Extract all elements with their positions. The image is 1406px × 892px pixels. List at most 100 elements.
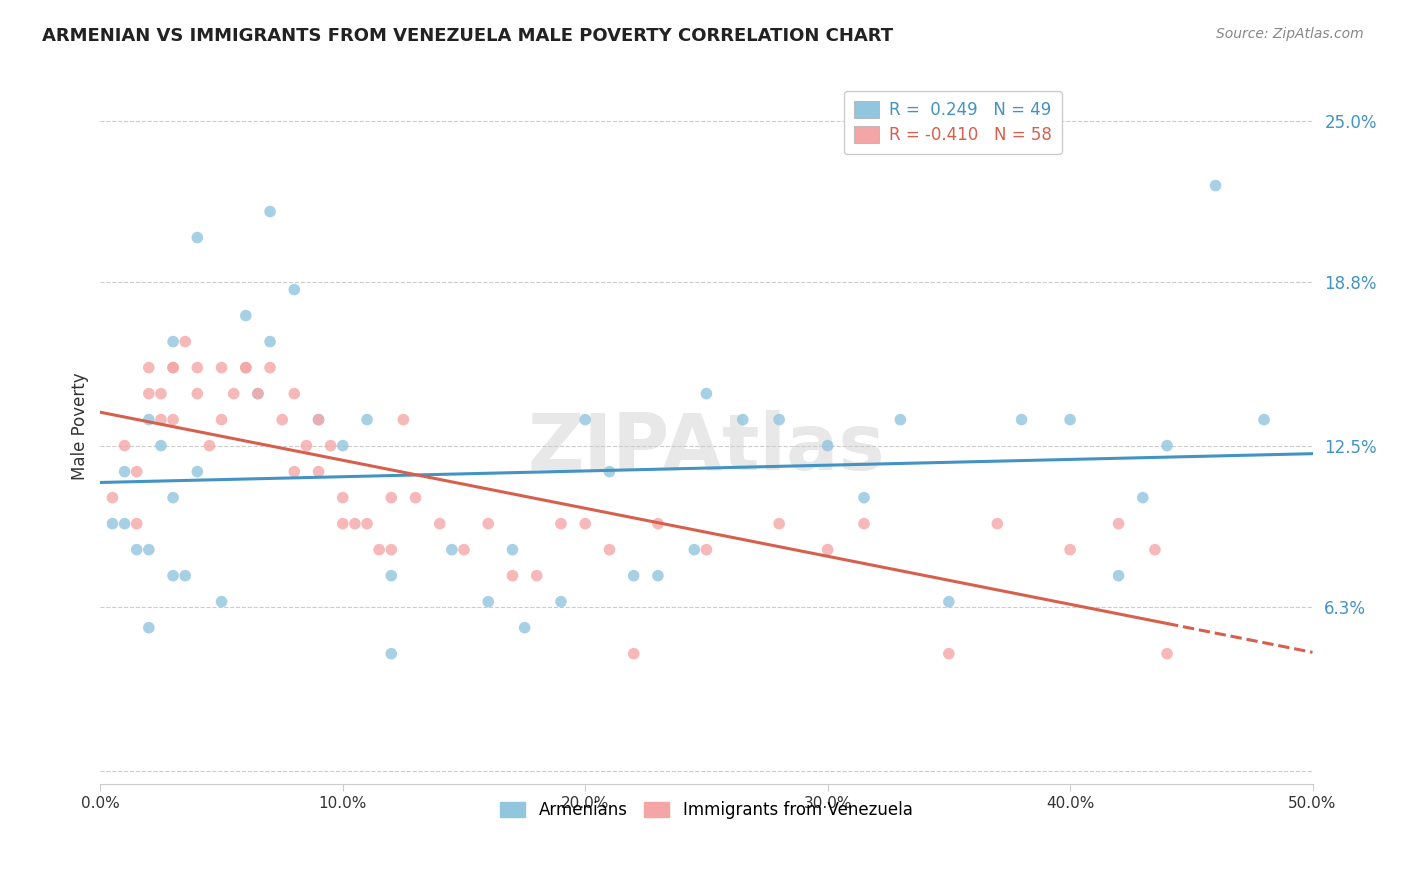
Point xyxy=(938,647,960,661)
Point xyxy=(138,360,160,375)
Point xyxy=(259,334,281,349)
Point xyxy=(186,360,208,375)
Point xyxy=(332,439,354,453)
Text: ARMENIAN VS IMMIGRANTS FROM VENEZUELA MALE POVERTY CORRELATION CHART: ARMENIAN VS IMMIGRANTS FROM VENEZUELA MA… xyxy=(42,27,893,45)
Point xyxy=(138,621,160,635)
Point xyxy=(114,516,136,531)
Point xyxy=(235,360,257,375)
Point xyxy=(125,542,148,557)
Point xyxy=(574,412,596,426)
Point xyxy=(392,412,415,426)
Point xyxy=(162,491,184,505)
Point xyxy=(343,516,366,531)
Point xyxy=(114,439,136,453)
Point xyxy=(308,465,330,479)
Point xyxy=(138,542,160,557)
Point xyxy=(235,360,257,375)
Point xyxy=(683,542,706,557)
Point xyxy=(356,516,378,531)
Point xyxy=(1143,542,1166,557)
Point xyxy=(526,568,548,582)
Point xyxy=(332,491,354,505)
Point xyxy=(1132,491,1154,505)
Point xyxy=(186,386,208,401)
Point xyxy=(513,621,536,635)
Point xyxy=(501,542,523,557)
Point xyxy=(246,386,269,401)
Point xyxy=(101,516,124,531)
Y-axis label: Male Poverty: Male Poverty xyxy=(72,372,89,480)
Point xyxy=(1108,516,1130,531)
Point xyxy=(453,542,475,557)
Point xyxy=(501,568,523,582)
Point xyxy=(1253,412,1275,426)
Point xyxy=(138,412,160,426)
Point xyxy=(101,491,124,505)
Point xyxy=(114,465,136,479)
Point xyxy=(125,465,148,479)
Point xyxy=(817,542,839,557)
Point xyxy=(695,542,717,557)
Point xyxy=(149,386,172,401)
Point xyxy=(356,412,378,426)
Point xyxy=(380,542,402,557)
Point xyxy=(174,334,197,349)
Point xyxy=(550,595,572,609)
Point xyxy=(162,568,184,582)
Point xyxy=(598,465,620,479)
Point xyxy=(440,542,463,557)
Point xyxy=(477,516,499,531)
Point xyxy=(211,595,233,609)
Point xyxy=(332,516,354,531)
Legend: Armenians, Immigrants from Venezuela: Armenians, Immigrants from Venezuela xyxy=(494,794,920,825)
Point xyxy=(149,412,172,426)
Point xyxy=(1011,412,1033,426)
Point xyxy=(162,412,184,426)
Point xyxy=(283,283,305,297)
Point xyxy=(598,542,620,557)
Point xyxy=(695,386,717,401)
Point xyxy=(186,465,208,479)
Point xyxy=(1059,542,1081,557)
Point xyxy=(405,491,427,505)
Point xyxy=(319,439,342,453)
Text: Source: ZipAtlas.com: Source: ZipAtlas.com xyxy=(1216,27,1364,41)
Point xyxy=(222,386,245,401)
Point xyxy=(853,516,876,531)
Point xyxy=(731,412,754,426)
Point xyxy=(429,516,451,531)
Point xyxy=(211,360,233,375)
Point xyxy=(271,412,294,426)
Point xyxy=(162,360,184,375)
Point xyxy=(986,516,1008,531)
Point xyxy=(647,568,669,582)
Text: ZIPAtlas: ZIPAtlas xyxy=(527,409,886,485)
Point xyxy=(162,360,184,375)
Point xyxy=(368,542,391,557)
Point xyxy=(768,516,790,531)
Point xyxy=(1205,178,1227,193)
Point xyxy=(853,491,876,505)
Point xyxy=(283,386,305,401)
Point xyxy=(380,647,402,661)
Point xyxy=(1059,412,1081,426)
Point xyxy=(162,334,184,349)
Point xyxy=(235,309,257,323)
Point xyxy=(198,439,221,453)
Point xyxy=(889,412,911,426)
Point xyxy=(623,568,645,582)
Point xyxy=(380,568,402,582)
Point xyxy=(295,439,318,453)
Point xyxy=(308,412,330,426)
Point xyxy=(259,204,281,219)
Point xyxy=(138,386,160,401)
Point xyxy=(574,516,596,531)
Point xyxy=(211,412,233,426)
Point xyxy=(550,516,572,531)
Point xyxy=(768,412,790,426)
Point xyxy=(1108,568,1130,582)
Point xyxy=(125,516,148,531)
Point xyxy=(1156,647,1178,661)
Point xyxy=(308,412,330,426)
Point xyxy=(246,386,269,401)
